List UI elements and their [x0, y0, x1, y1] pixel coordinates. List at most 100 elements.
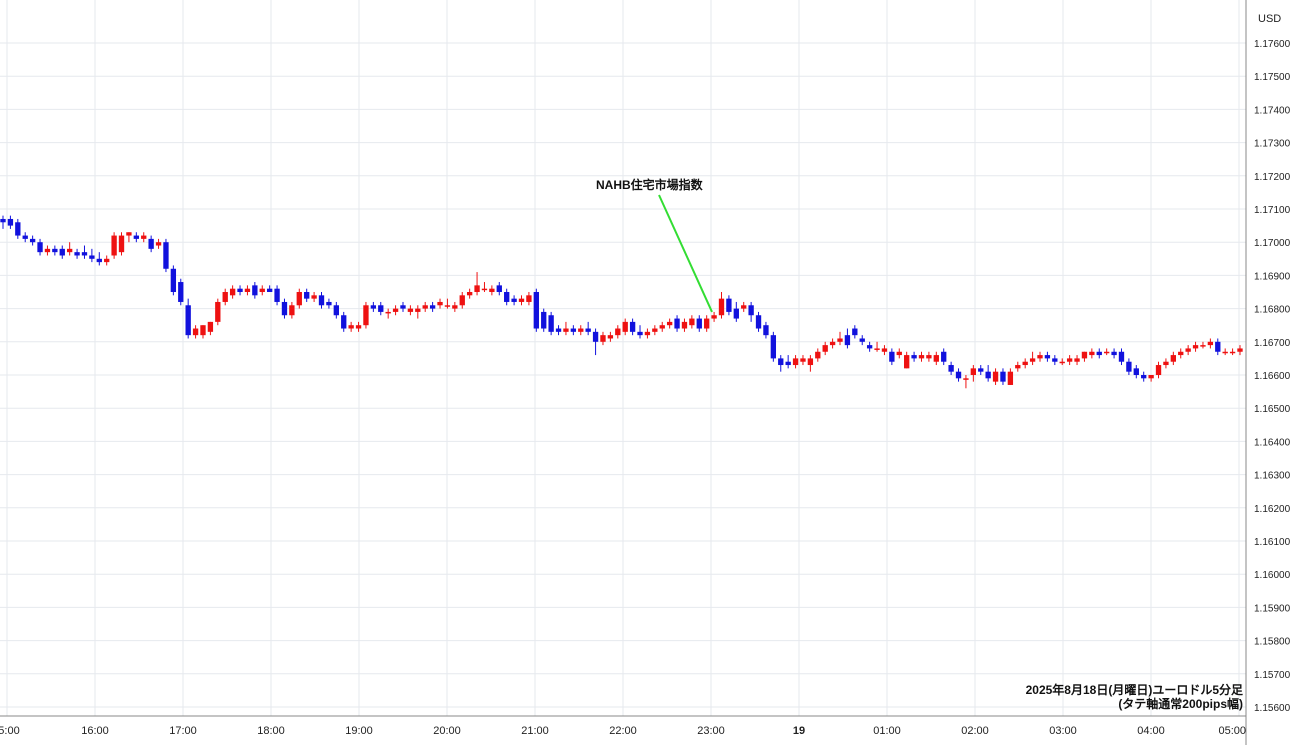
- candle-body-up: [1022, 361, 1028, 366]
- candle-body-up: [1163, 361, 1169, 366]
- candle: [807, 355, 814, 372]
- price-tick-label: 1.17000: [1254, 238, 1291, 249]
- candle: [259, 285, 265, 296]
- candle: [659, 321, 665, 332]
- candle-body-up: [104, 258, 110, 263]
- candle-body-down: [81, 252, 88, 256]
- candle-body-down: [1133, 368, 1139, 375]
- candle-body-down: [570, 328, 577, 332]
- candle-body-down: [29, 238, 36, 243]
- candle-body-down: [541, 311, 547, 329]
- candle-body-down: [733, 308, 739, 319]
- candle: [52, 245, 58, 256]
- time-tick-label: 17:00: [169, 725, 197, 737]
- candle-body-down: [37, 242, 43, 253]
- candle-body-up: [1029, 358, 1036, 362]
- candle: [222, 288, 228, 306]
- candle: [970, 365, 977, 382]
- candle: [437, 298, 443, 309]
- candle: [866, 341, 873, 352]
- candle: [1215, 338, 1221, 356]
- candle: [978, 365, 984, 375]
- candle: [992, 368, 999, 385]
- candle: [889, 348, 895, 366]
- candle-body-up: [1229, 351, 1236, 354]
- candle-body-up: [481, 288, 488, 291]
- candle-body-up: [822, 345, 828, 352]
- candle-body-up: [600, 335, 606, 342]
- candle: [0, 215, 6, 229]
- time-tick-label: 16:00: [81, 725, 109, 737]
- candle-body-down: [955, 371, 962, 379]
- candle-body-up: [66, 248, 73, 253]
- candle: [481, 282, 488, 292]
- currency-label[interactable]: USD: [1258, 13, 1281, 25]
- candle: [81, 245, 88, 259]
- candle: [244, 285, 251, 296]
- candle-body-up: [807, 358, 814, 366]
- time-tick-label: 19: [793, 725, 805, 737]
- candle: [570, 325, 577, 336]
- candle: [311, 292, 317, 302]
- candle: [941, 348, 947, 366]
- candle: [1192, 341, 1199, 352]
- candle: [7, 215, 14, 229]
- candle-body-up: [1148, 375, 1154, 379]
- candle: [489, 285, 495, 296]
- time-tick-label: 21:00: [521, 725, 549, 737]
- candle: [141, 232, 147, 243]
- candle: [563, 321, 569, 336]
- candle: [615, 325, 621, 339]
- candle: [666, 318, 673, 329]
- candle: [207, 321, 214, 336]
- candle: [718, 292, 725, 319]
- candle-body-up: [1222, 351, 1228, 354]
- candle-body-up: [1066, 358, 1073, 362]
- candle: [1015, 361, 1021, 372]
- candle-body-up: [970, 368, 977, 375]
- candle: [904, 351, 910, 369]
- candle-body-up: [415, 308, 421, 312]
- candle: [541, 308, 547, 332]
- candle-body-down: [696, 318, 702, 329]
- candle: [918, 351, 925, 362]
- candle: [126, 232, 132, 243]
- candle-body-up: [896, 351, 902, 356]
- price-axis[interactable]: 1.17600 1.17500 1.17400 1.17300 1.17200 1.171…: [1254, 39, 1291, 714]
- candle-body-down: [170, 268, 177, 292]
- candle: [1081, 351, 1088, 362]
- candle-body-down: [585, 328, 591, 332]
- candle: [585, 321, 591, 336]
- candle: [1133, 365, 1139, 379]
- candle-body-down: [548, 315, 554, 332]
- candle-body-up: [1170, 355, 1177, 362]
- candle-body-down: [748, 305, 754, 316]
- candle: [400, 301, 406, 312]
- candle: [266, 285, 273, 292]
- candle-body-down: [252, 285, 258, 296]
- time-axis[interactable]: 5:00 16:00 17:00 18:00 19:00 20:00 21:00 22:00 2…: [0, 725, 1246, 737]
- candle-body-up: [126, 232, 132, 236]
- candle: [15, 218, 21, 239]
- candle-body-up: [289, 305, 295, 316]
- candle-body-up: [392, 308, 399, 312]
- price-tick-label: 1.16900: [1254, 271, 1291, 282]
- candle-body-up: [1037, 355, 1043, 359]
- candle-body-down: [133, 235, 139, 239]
- candle: [1229, 348, 1236, 356]
- candle-body-down: [74, 252, 80, 256]
- candle: [407, 305, 414, 316]
- candle: [770, 331, 777, 362]
- candle-body-up: [444, 305, 451, 307]
- time-tick-label: 18:00: [257, 725, 285, 737]
- candle: [378, 301, 384, 316]
- candle-body-up: [874, 348, 880, 350]
- candle-body-down: [15, 222, 21, 236]
- candle: [637, 325, 643, 339]
- price-tick-label: 1.16400: [1254, 437, 1291, 448]
- candle: [178, 278, 184, 306]
- candle-body-up: [666, 321, 673, 326]
- candle-body-down: [852, 328, 858, 336]
- candle-body-down: [304, 292, 310, 299]
